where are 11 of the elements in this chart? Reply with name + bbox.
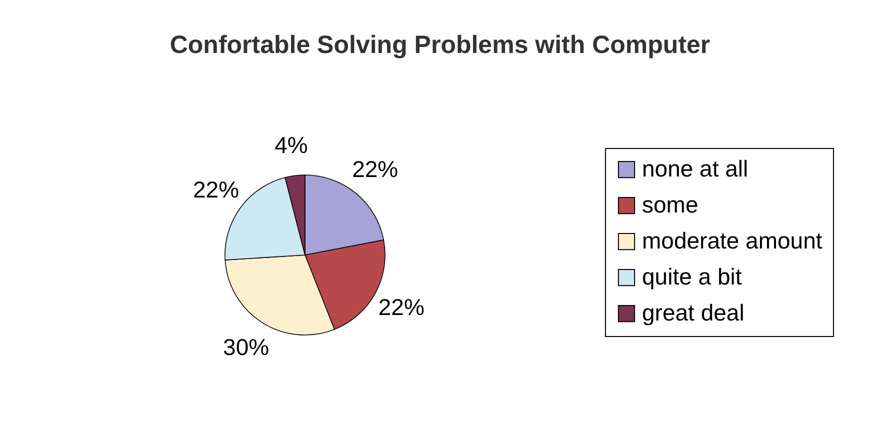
data-label: 4%	[274, 132, 308, 158]
data-label: 22%	[192, 176, 240, 202]
data-label: 30%	[223, 334, 270, 360]
data-label: 22%	[378, 294, 424, 320]
chart-title: Confortable Solving Problems with Computer	[170, 31, 710, 59]
legend-label: none at all	[642, 156, 748, 182]
legend-label: some	[642, 192, 698, 218]
legend-label: moderate amount	[642, 228, 823, 254]
legend-label: quite a bit	[642, 264, 742, 290]
legend-label: great deal	[642, 300, 744, 326]
data-label: 22%	[352, 156, 398, 182]
